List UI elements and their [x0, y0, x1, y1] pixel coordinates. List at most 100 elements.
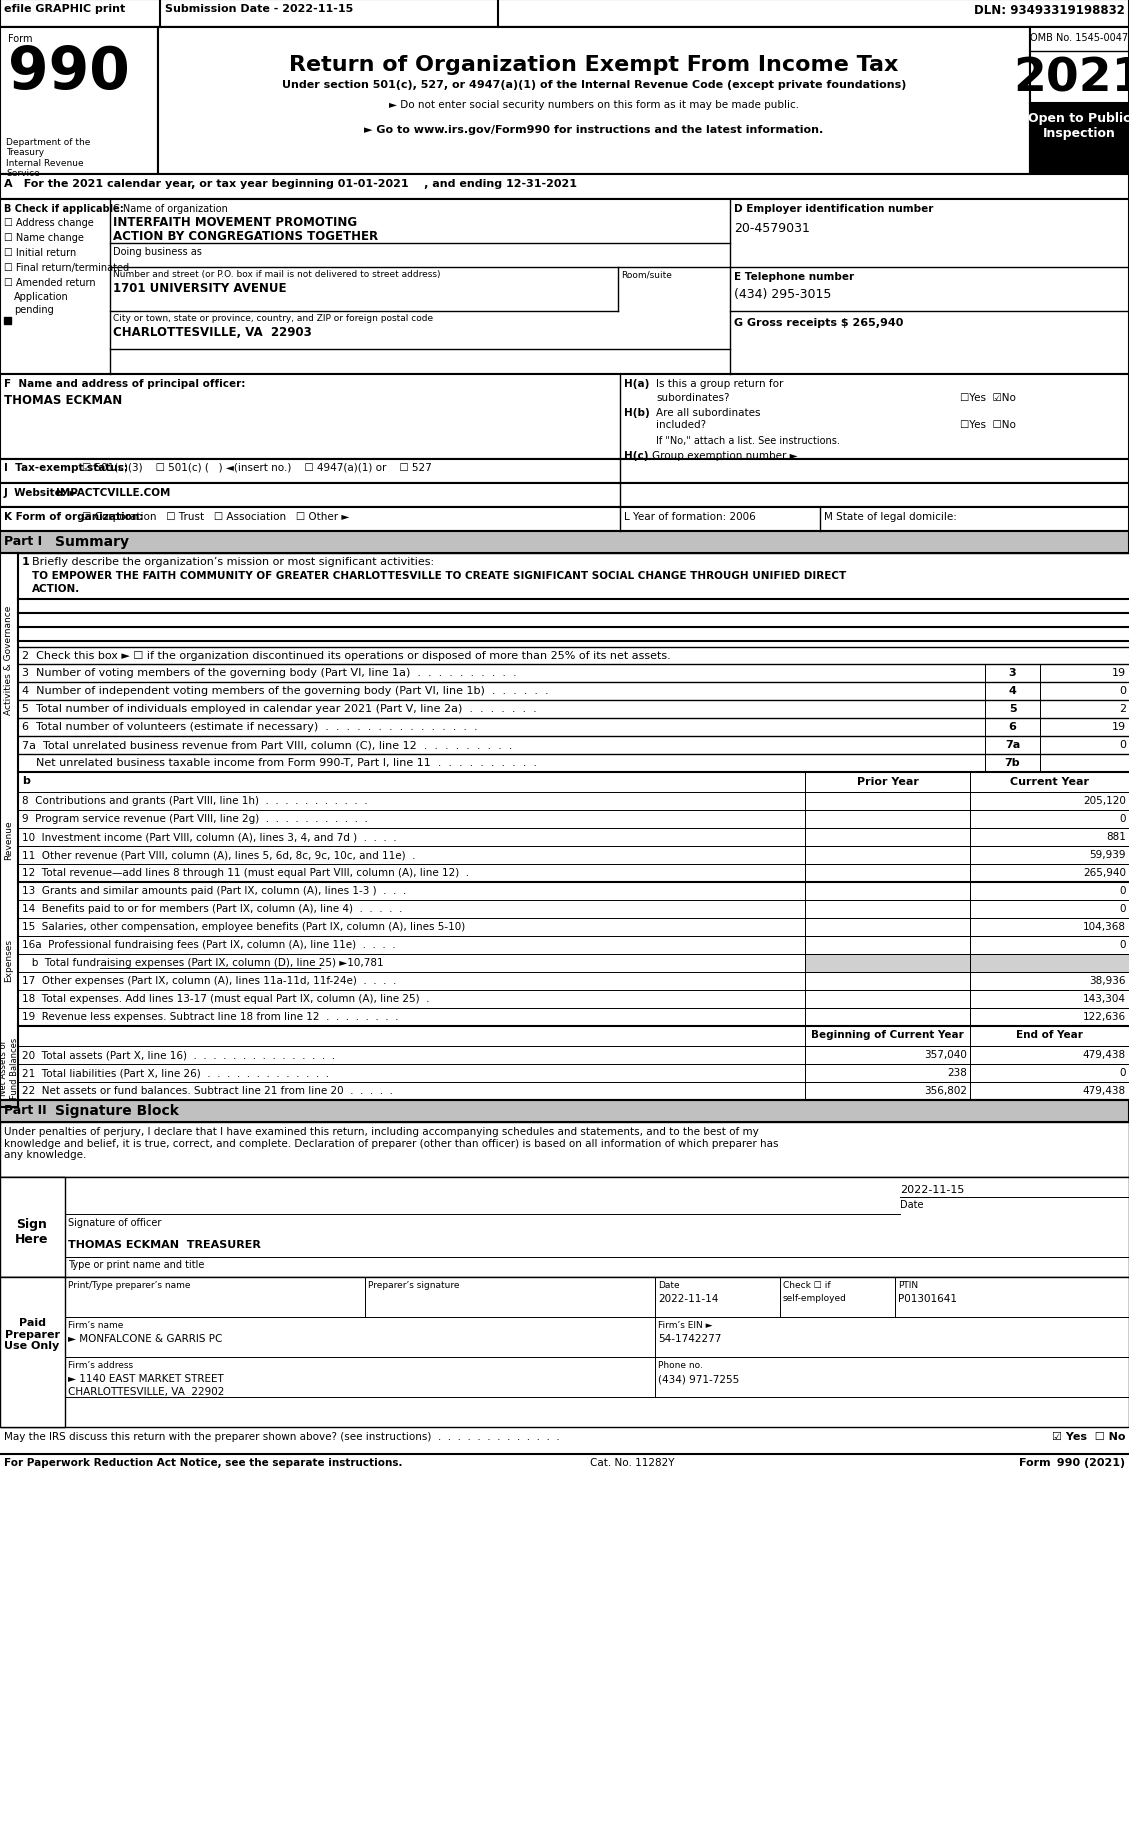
- Bar: [805, 1047, 970, 1065]
- Text: Application: Application: [14, 291, 69, 302]
- Text: 4  Number of independent voting members of the governing body (Part VI, line 1b): 4 Number of independent voting members o…: [21, 686, 549, 695]
- Bar: [805, 864, 970, 882]
- Text: (434) 295-3015: (434) 295-3015: [734, 287, 831, 300]
- Bar: [1030, 104, 1129, 176]
- Text: ☐ Final return/terminated: ☐ Final return/terminated: [5, 264, 129, 273]
- Text: 0: 0: [1120, 1067, 1126, 1078]
- Text: 15  Salaries, other compensation, employee benefits (Part IX, column (A), lines : 15 Salaries, other compensation, employe…: [21, 922, 465, 931]
- Text: ☐Yes  ☑No: ☐Yes ☑No: [960, 393, 1016, 403]
- Text: 0: 0: [1120, 904, 1126, 913]
- Text: D Employer identification number: D Employer identification number: [734, 203, 934, 214]
- Text: 9  Program service revenue (Part VIII, line 2g)  .  .  .  .  .  .  .  .  .  .  .: 9 Program service revenue (Part VIII, li…: [21, 814, 368, 824]
- Text: self-employed: self-employed: [784, 1294, 847, 1303]
- Text: b: b: [21, 776, 29, 785]
- Text: F  Name and address of principal officer:: F Name and address of principal officer:: [5, 379, 245, 388]
- Text: May the IRS discuss this return with the preparer shown above? (see instructions: May the IRS discuss this return with the…: [5, 1431, 560, 1442]
- Text: ☑ Corporation   ☐ Trust   ☐ Association   ☐ Other ►: ☑ Corporation ☐ Trust ☐ Association ☐ Ot…: [82, 512, 349, 522]
- Bar: [984, 737, 1040, 754]
- Bar: [805, 900, 970, 919]
- Text: 0: 0: [1120, 814, 1126, 824]
- Text: Beginning of Current Year: Beginning of Current Year: [811, 1030, 964, 1039]
- Text: B Check if applicable:: B Check if applicable:: [5, 203, 124, 214]
- Bar: [805, 829, 970, 847]
- Text: ► Go to www.irs.gov/Form990 for instructions and the latest information.: ► Go to www.irs.gov/Form990 for instruct…: [365, 124, 824, 135]
- Text: End of Year: End of Year: [1016, 1030, 1083, 1039]
- Text: Part I: Part I: [5, 534, 42, 547]
- Text: Net Assets or
Fund Balances: Net Assets or Fund Balances: [0, 1038, 19, 1098]
- Text: Firm’s name: Firm’s name: [68, 1319, 123, 1329]
- Text: 7a: 7a: [1005, 739, 1021, 750]
- Text: K Form of organization:: K Form of organization:: [5, 512, 143, 522]
- Bar: [0, 1122, 1129, 1177]
- Text: 1: 1: [21, 556, 29, 567]
- Text: 104,368: 104,368: [1083, 922, 1126, 931]
- Bar: [805, 955, 970, 972]
- Text: E Telephone number: E Telephone number: [734, 273, 855, 282]
- Text: 8  Contributions and grants (Part VIII, line 1h)  .  .  .  .  .  .  .  .  .  .  : 8 Contributions and grants (Part VIII, l…: [21, 796, 368, 805]
- Text: 2022-11-14: 2022-11-14: [658, 1294, 718, 1303]
- Text: P01301641: P01301641: [898, 1294, 957, 1303]
- Bar: [805, 1082, 970, 1100]
- Text: Cat. No. 11282Y: Cat. No. 11282Y: [590, 1457, 674, 1468]
- Text: 16a  Professional fundraising fees (Part IX, column (A), line 11e)  .  .  .  .: 16a Professional fundraising fees (Part …: [21, 939, 395, 950]
- Bar: [0, 507, 1129, 533]
- Text: 19: 19: [1112, 721, 1126, 732]
- Text: CHARLOTTESVILLE, VA  22902: CHARLOTTESVILLE, VA 22902: [68, 1387, 225, 1396]
- Text: (434) 971-7255: (434) 971-7255: [658, 1372, 739, 1383]
- Bar: [0, 375, 1129, 459]
- Text: ► 1140 EAST MARKET STREET: ► 1140 EAST MARKET STREET: [68, 1372, 224, 1383]
- Bar: [805, 772, 970, 792]
- Text: Group exemption number ►: Group exemption number ►: [653, 450, 797, 461]
- Bar: [970, 900, 1129, 919]
- Text: 0: 0: [1119, 739, 1126, 750]
- Text: Summary: Summary: [55, 534, 129, 549]
- Text: For Paperwork Reduction Act Notice, see the separate instructions.: For Paperwork Reduction Act Notice, see …: [5, 1457, 403, 1468]
- Text: 265,940: 265,940: [1083, 867, 1126, 878]
- Text: 13  Grants and similar amounts paid (Part IX, column (A), lines 1-3 )  .  .  .: 13 Grants and similar amounts paid (Part…: [21, 886, 406, 895]
- Bar: [984, 683, 1040, 701]
- Text: I  Tax-exempt status:: I Tax-exempt status:: [5, 463, 128, 472]
- Text: PTIN: PTIN: [898, 1281, 918, 1290]
- Text: L Year of formation: 2006: L Year of formation: 2006: [624, 512, 755, 522]
- Text: ☐ Initial return: ☐ Initial return: [5, 247, 77, 258]
- Text: 2021: 2021: [1013, 57, 1129, 101]
- Bar: [1040, 701, 1129, 719]
- Bar: [0, 27, 158, 176]
- Text: Revenue: Revenue: [5, 820, 14, 860]
- Text: 479,438: 479,438: [1083, 1049, 1126, 1060]
- Text: 122,636: 122,636: [1083, 1012, 1126, 1021]
- Text: ☐ Address change: ☐ Address change: [5, 218, 94, 229]
- Text: CHARLOTTESVILLE, VA  22903: CHARLOTTESVILLE, VA 22903: [113, 326, 312, 339]
- Text: Phone no.: Phone no.: [658, 1360, 703, 1369]
- Text: 238: 238: [947, 1067, 968, 1078]
- Bar: [0, 533, 1129, 554]
- Text: 0: 0: [1119, 686, 1126, 695]
- Text: G Gross receipts $ 265,940: G Gross receipts $ 265,940: [734, 318, 903, 328]
- Bar: [805, 972, 970, 990]
- Text: Number and street (or P.O. box if mail is not delivered to street address): Number and street (or P.O. box if mail i…: [113, 269, 440, 278]
- Bar: [970, 792, 1129, 811]
- Bar: [970, 811, 1129, 829]
- Text: IMPACTCVILLE.COM: IMPACTCVILLE.COM: [56, 489, 170, 498]
- Text: THOMAS ECKMAN  TREASURER: THOMAS ECKMAN TREASURER: [68, 1239, 261, 1250]
- Bar: [1030, 27, 1129, 176]
- Bar: [970, 1027, 1129, 1047]
- Text: J  Website: ►: J Website: ►: [5, 489, 79, 498]
- Text: 10  Investment income (Part VIII, column (A), lines 3, 4, and 7d )  .  .  .  .: 10 Investment income (Part VIII, column …: [21, 831, 396, 842]
- Bar: [984, 664, 1040, 683]
- Text: Are all subordinates: Are all subordinates: [656, 408, 761, 417]
- Text: 19: 19: [1112, 668, 1126, 677]
- Text: Under penalties of perjury, I declare that I have examined this return, includin: Under penalties of perjury, I declare th…: [5, 1127, 779, 1160]
- Text: ☐ Name change: ☐ Name change: [5, 232, 84, 243]
- Text: H(b): H(b): [624, 408, 650, 417]
- Text: Signature of officer: Signature of officer: [68, 1217, 161, 1228]
- Text: 12  Total revenue—add lines 8 through 11 (must equal Part VIII, column (A), line: 12 Total revenue—add lines 8 through 11 …: [21, 867, 470, 878]
- Text: pending: pending: [14, 306, 54, 315]
- Text: Open to Public
Inspection: Open to Public Inspection: [1027, 112, 1129, 139]
- Text: 0: 0: [1120, 939, 1126, 950]
- Text: OMB No. 1545-0047: OMB No. 1545-0047: [1030, 33, 1128, 42]
- Bar: [805, 847, 970, 864]
- Bar: [970, 1008, 1129, 1027]
- Text: City or town, state or province, country, and ZIP or foreign postal code: City or town, state or province, country…: [113, 313, 434, 322]
- Bar: [0, 176, 1129, 199]
